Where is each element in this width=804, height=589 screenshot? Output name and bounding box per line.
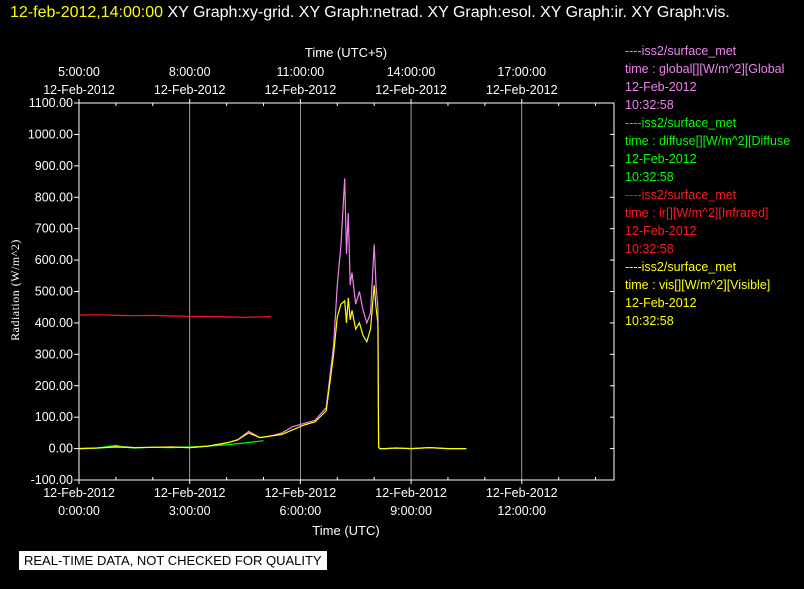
y-tick-label: 600.00: [35, 253, 73, 267]
x-tick-date: 12-Feb-2012: [375, 486, 447, 500]
x-tick-date: 12-Feb-2012: [43, 486, 115, 500]
time-label: 12-feb-2012,14:00:00: [10, 4, 164, 21]
legend-global: ----iss2/surface_met time : global[][W/m…: [625, 42, 804, 114]
x-tick-time: 3:00:00: [169, 504, 211, 518]
legend-time: 10:32:58: [625, 98, 674, 112]
series-global: [78, 178, 467, 450]
y-tick-label: 1100.00: [29, 96, 73, 110]
x-axis-utc: 12-Feb-2012 0:00:00 12-Feb-2012 3:00:00 12-F…: [43, 477, 597, 518]
x-tick-date: 12-Feb-2012: [265, 486, 337, 500]
x-tick-time: 9:00:00: [390, 504, 432, 518]
legend-time: 10:32:58: [625, 242, 674, 256]
y-tick-label: 700.00: [35, 222, 73, 236]
x2-tick-time: 8:00:00: [169, 65, 211, 79]
x-tick-time: 12:00:00: [497, 504, 546, 518]
y-tick-label: 400.00: [35, 316, 73, 330]
series-lines: [78, 178, 467, 450]
x2-tick-time: 14:00:00: [387, 65, 436, 79]
legend-vis: ----iss2/surface_met time : vis[][W/m^2]…: [625, 258, 804, 330]
legend-variable: time : diffuse[][W/m^2][Diffuse: [625, 134, 791, 148]
x-tick-time: 0:00:00: [58, 504, 100, 518]
y-axis: 1100.00 1000.00 900.00 800.00 700.00 600.00 50…: [28, 96, 614, 487]
x2-tick-date: 12-Feb-2012: [43, 83, 115, 97]
x2-tick-time: 5:00:00: [58, 65, 100, 79]
y-axis-title: Radiation (W/m^2): [8, 239, 22, 341]
legend-source: ----iss2/surface_met: [625, 44, 737, 58]
y-tick-label: 800.00: [35, 190, 73, 204]
legend-variable: time : global[][W/m^2][Global: [625, 62, 785, 76]
y-tick-label: 300.00: [35, 347, 73, 361]
x2-axis-title: Time (UTC+5): [305, 45, 387, 60]
quality-notice: REAL-TIME DATA, NOT CHECKED FOR QUALITY: [19, 551, 327, 570]
plot-frame: [78, 102, 615, 481]
graph-list-label: XY Graph:xy-grid. XY Graph:netrad. XY Gr…: [167, 4, 730, 21]
legend-time: 10:32:58: [625, 170, 674, 184]
legend-variable: time : ir[][W/m^2][Infrared]: [625, 206, 769, 220]
legend-diffuse: ----iss2/surface_met time : diffuse[][W/…: [625, 114, 804, 186]
y-tick-label: 1000.00: [28, 127, 73, 141]
legend-source: ----iss2/surface_met: [625, 260, 737, 274]
legend-date: 12-Feb-2012: [625, 224, 697, 238]
series-vis: [78, 285, 467, 450]
x-tick-time: 6:00:00: [280, 504, 322, 518]
y-tick-label: 0.00: [49, 442, 73, 456]
legend-ir: ----iss2/surface_met time : ir[][W/m^2][…: [625, 186, 804, 258]
y-tick-label: 500.00: [35, 285, 73, 299]
graph-title: 12-feb-2012,14:00:00 XY Graph:xy-grid. X…: [10, 2, 802, 24]
legend-source: ----iss2/surface_met: [625, 188, 737, 202]
x-tick-date: 12-Feb-2012: [486, 486, 558, 500]
legend-variable: time : vis[][W/m^2][Visible]: [625, 278, 771, 292]
x2-tick-date: 12-Feb-2012: [486, 83, 558, 97]
x2-tick-date: 12-Feb-2012: [154, 83, 226, 97]
y-tick-label: 900.00: [35, 159, 73, 173]
grid-lines: [189, 103, 523, 480]
legend-time: 10:32:58: [625, 314, 674, 328]
x2-tick-time: 11:00:00: [277, 65, 325, 79]
legend-date: 12-Feb-2012: [625, 80, 697, 94]
x2-tick-time: 17:00:00: [497, 65, 546, 79]
x-axis-title: Time (UTC): [312, 523, 379, 538]
legend-date: 12-Feb-2012: [625, 296, 697, 310]
legend-date: 12-Feb-2012: [625, 152, 697, 166]
x-axis-utc5: 5:00:00 12-Feb-2012 8:00:00 12-Feb-2012 11:0…: [43, 65, 597, 106]
x2-tick-date: 12-Feb-2012: [265, 83, 337, 97]
y-tick-label: -100.00: [31, 473, 73, 487]
x2-tick-date: 12-Feb-2012: [375, 83, 447, 97]
y-tick-label: 200.00: [35, 379, 73, 393]
series-ir: [78, 314, 271, 318]
legend-source: ----iss2/surface_met: [625, 116, 737, 130]
y-tick-label: 100.00: [35, 410, 73, 424]
x-tick-date: 12-Feb-2012: [154, 486, 226, 500]
